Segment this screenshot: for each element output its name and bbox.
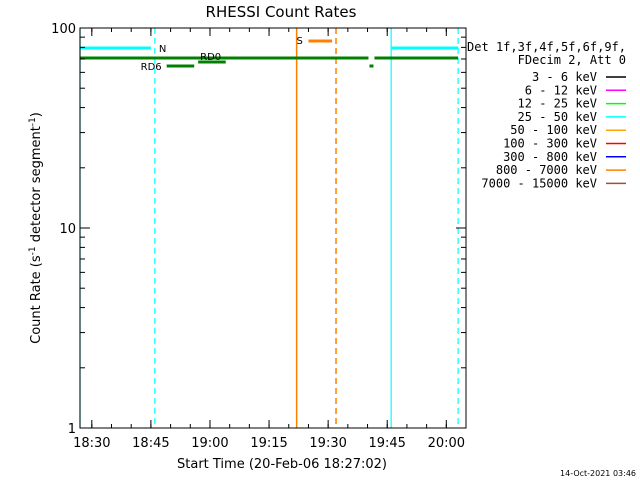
plot-frame bbox=[79, 27, 467, 429]
legend-label: 100 - 300 keV bbox=[503, 137, 597, 151]
rd6-label: RD6 bbox=[141, 62, 162, 73]
y-tick-label: 100 bbox=[51, 22, 76, 37]
y-tick-label: 1 bbox=[68, 422, 76, 437]
y-axis-label-sup1: -1 bbox=[28, 246, 38, 255]
timestamp: 14-Oct-2021 03:46 bbox=[560, 469, 636, 478]
y-axis-label: Count Rate (s-1 detector segment-1) bbox=[28, 112, 44, 344]
y-axis-ticks: 1 10 100 bbox=[51, 22, 466, 437]
legend-header-2: FDecim 2, Att 0 bbox=[518, 53, 626, 67]
y-tick-label: 10 bbox=[59, 222, 76, 237]
chart-title: RHESSI Count Rates bbox=[206, 3, 357, 21]
x-axis-label: Start Time (20-Feb-06 18:27:02) bbox=[177, 457, 387, 472]
legend-label: 800 - 7000 keV bbox=[496, 163, 597, 177]
saa-label: S bbox=[296, 36, 302, 47]
legend-label: 3 - 6 keV bbox=[532, 70, 597, 84]
x-tick-label: 19:00 bbox=[191, 436, 228, 451]
y-axis-label-mid: detector segment bbox=[29, 126, 44, 246]
north-label: N bbox=[159, 44, 166, 55]
legend-label: 12 - 25 keV bbox=[518, 97, 597, 111]
x-tick-label: 20:00 bbox=[428, 436, 465, 451]
rd0-label: RD0 bbox=[200, 52, 221, 63]
x-axis-ticks: 18:30 18:45 19:00 19:15 19:30 19:45 20:00 bbox=[73, 28, 467, 451]
legend-label: 6 - 12 keV bbox=[525, 83, 597, 97]
legend-label: 7000 - 15000 keV bbox=[481, 176, 597, 190]
y-axis-label-sup2: -1 bbox=[28, 117, 38, 126]
plot-area: N S RD0 RD6 bbox=[79, 28, 459, 428]
y-axis-label-end: ) bbox=[29, 112, 44, 117]
x-tick-label: 19:30 bbox=[309, 436, 346, 451]
x-tick-label: 18:45 bbox=[132, 436, 169, 451]
y-axis-label-main: Count Rate (s bbox=[29, 255, 44, 344]
x-tick-label: 18:30 bbox=[73, 436, 110, 451]
legend-label: 50 - 100 keV bbox=[510, 123, 597, 137]
legend-label: 25 - 50 keV bbox=[518, 110, 597, 124]
legend-header-1: Det 1f,3f,4f,5f,6f,9f, bbox=[467, 40, 626, 54]
x-tick-label: 19:15 bbox=[250, 436, 287, 451]
x-tick-label: 19:45 bbox=[368, 436, 405, 451]
legend-label: 300 - 800 keV bbox=[503, 150, 597, 164]
